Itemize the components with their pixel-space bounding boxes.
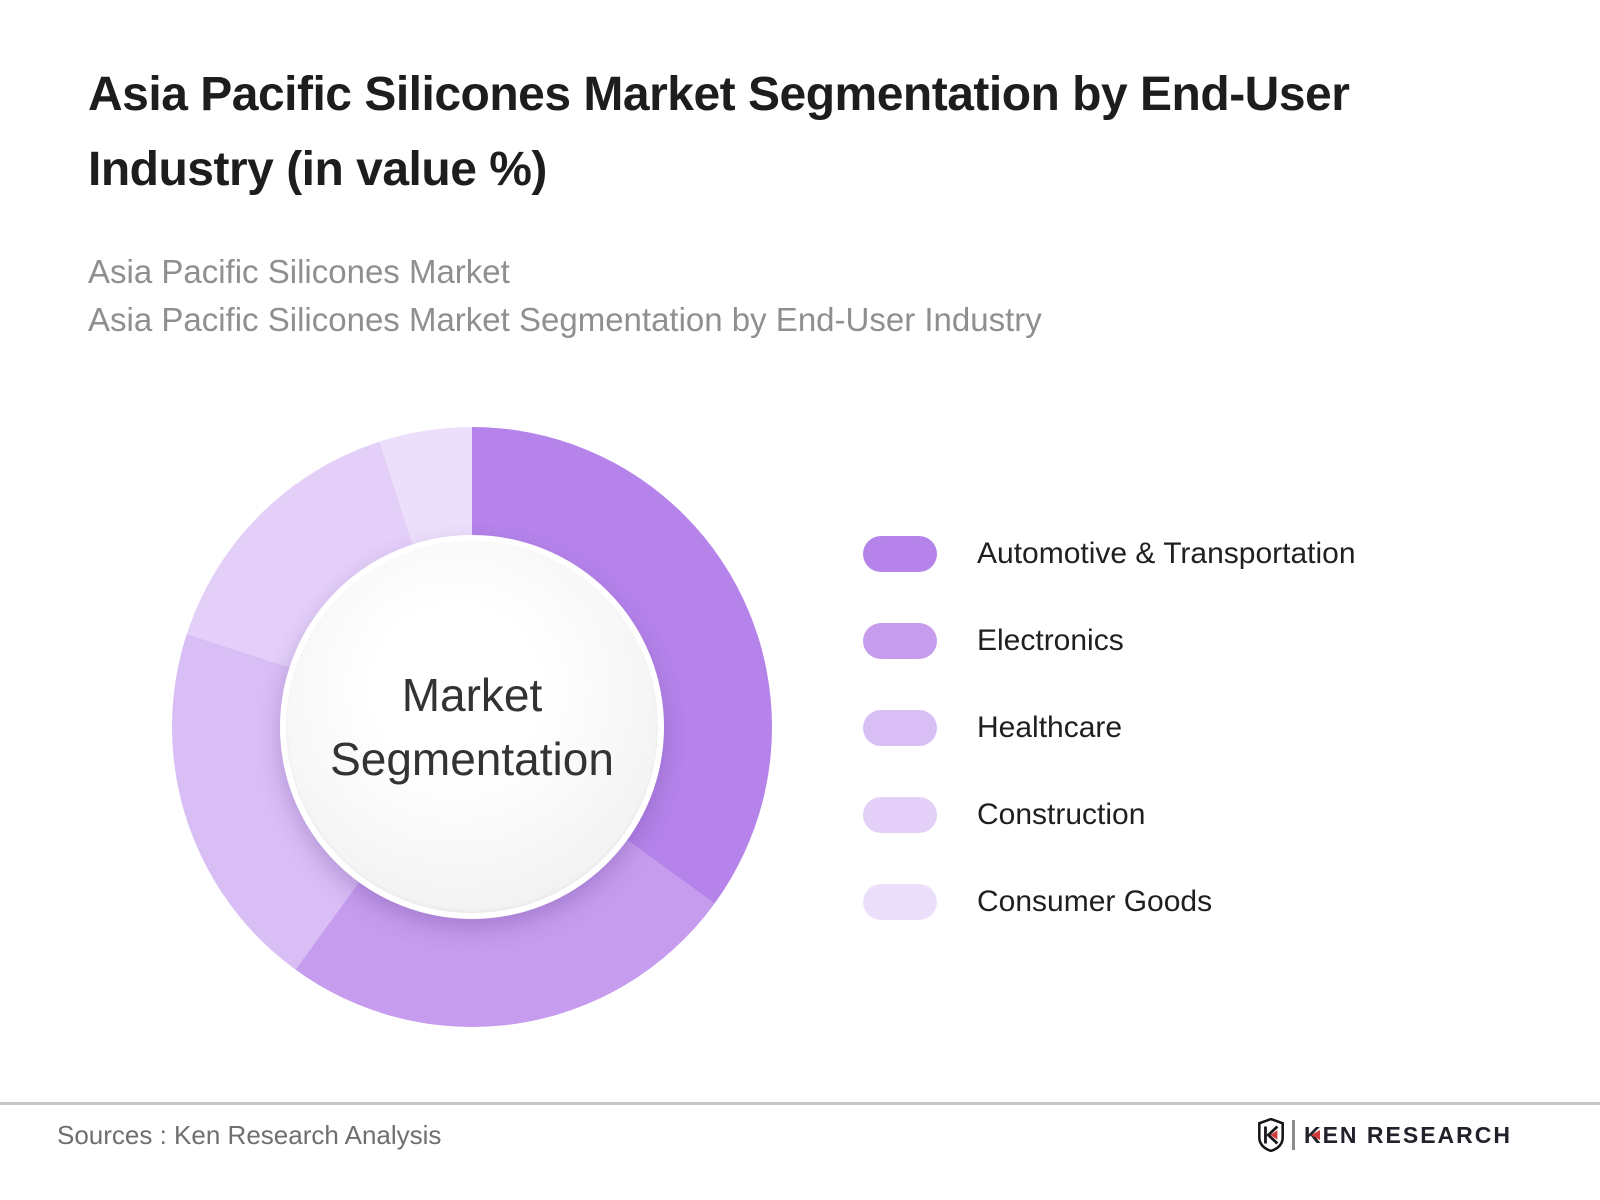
legend-swatch-electronics: [863, 623, 937, 659]
legend-item-healthcare: Healthcare: [863, 710, 1356, 746]
legend-item-construction: Construction: [863, 797, 1356, 833]
legend-swatch-construction: [863, 797, 937, 833]
donut-center-label: Market Segmentation: [330, 668, 614, 785]
source-text: Sources : Ken Research Analysis: [57, 1120, 442, 1150]
legend-item-electronics: Electronics: [863, 623, 1356, 659]
legend-swatch-consumer-goods: [863, 884, 937, 920]
donut-chart: Market Segmentation: [172, 427, 772, 1027]
brand-name: KEN RESEARCH: [1303, 1121, 1512, 1148]
legend-label-construction: Construction: [977, 798, 1146, 831]
page-title: Asia Pacific Silicones Market Segmentati…: [88, 58, 1350, 208]
ken-research-shield-icon: [1258, 1118, 1284, 1152]
brand-separator: [1291, 1120, 1295, 1150]
legend-item-consumer-goods: Consumer Goods: [863, 884, 1356, 920]
legend-swatch-automotive: [863, 536, 937, 572]
footer-divider: [0, 1102, 1600, 1105]
brand-logo: KEN RESEARCH: [1257, 1118, 1512, 1152]
chart-subtitle: Asia Pacific Silicones Market Asia Pacif…: [88, 248, 1042, 344]
title-line-1: Asia Pacific Silicones Market Segmentati…: [88, 68, 1350, 121]
legend-label-consumer-goods: Consumer Goods: [977, 885, 1213, 918]
legend-item-automotive: Automotive & Transportation: [863, 536, 1356, 572]
legend-label-electronics: Electronics: [977, 624, 1124, 657]
subtitle-line-2: Asia Pacific Silicones Market Segmentati…: [88, 300, 1042, 338]
donut-center: Market Segmentation: [280, 535, 664, 919]
legend-swatch-healthcare: [863, 710, 937, 746]
legend-label-automotive: Automotive & Transportation: [977, 537, 1356, 570]
subtitle-line-1: Asia Pacific Silicones Market: [88, 253, 510, 290]
legend-label-healthcare: Healthcare: [977, 711, 1123, 744]
chart-legend: Automotive & Transportation Electronics …: [863, 536, 1356, 971]
title-line-2: Industry (in value %): [88, 142, 547, 196]
